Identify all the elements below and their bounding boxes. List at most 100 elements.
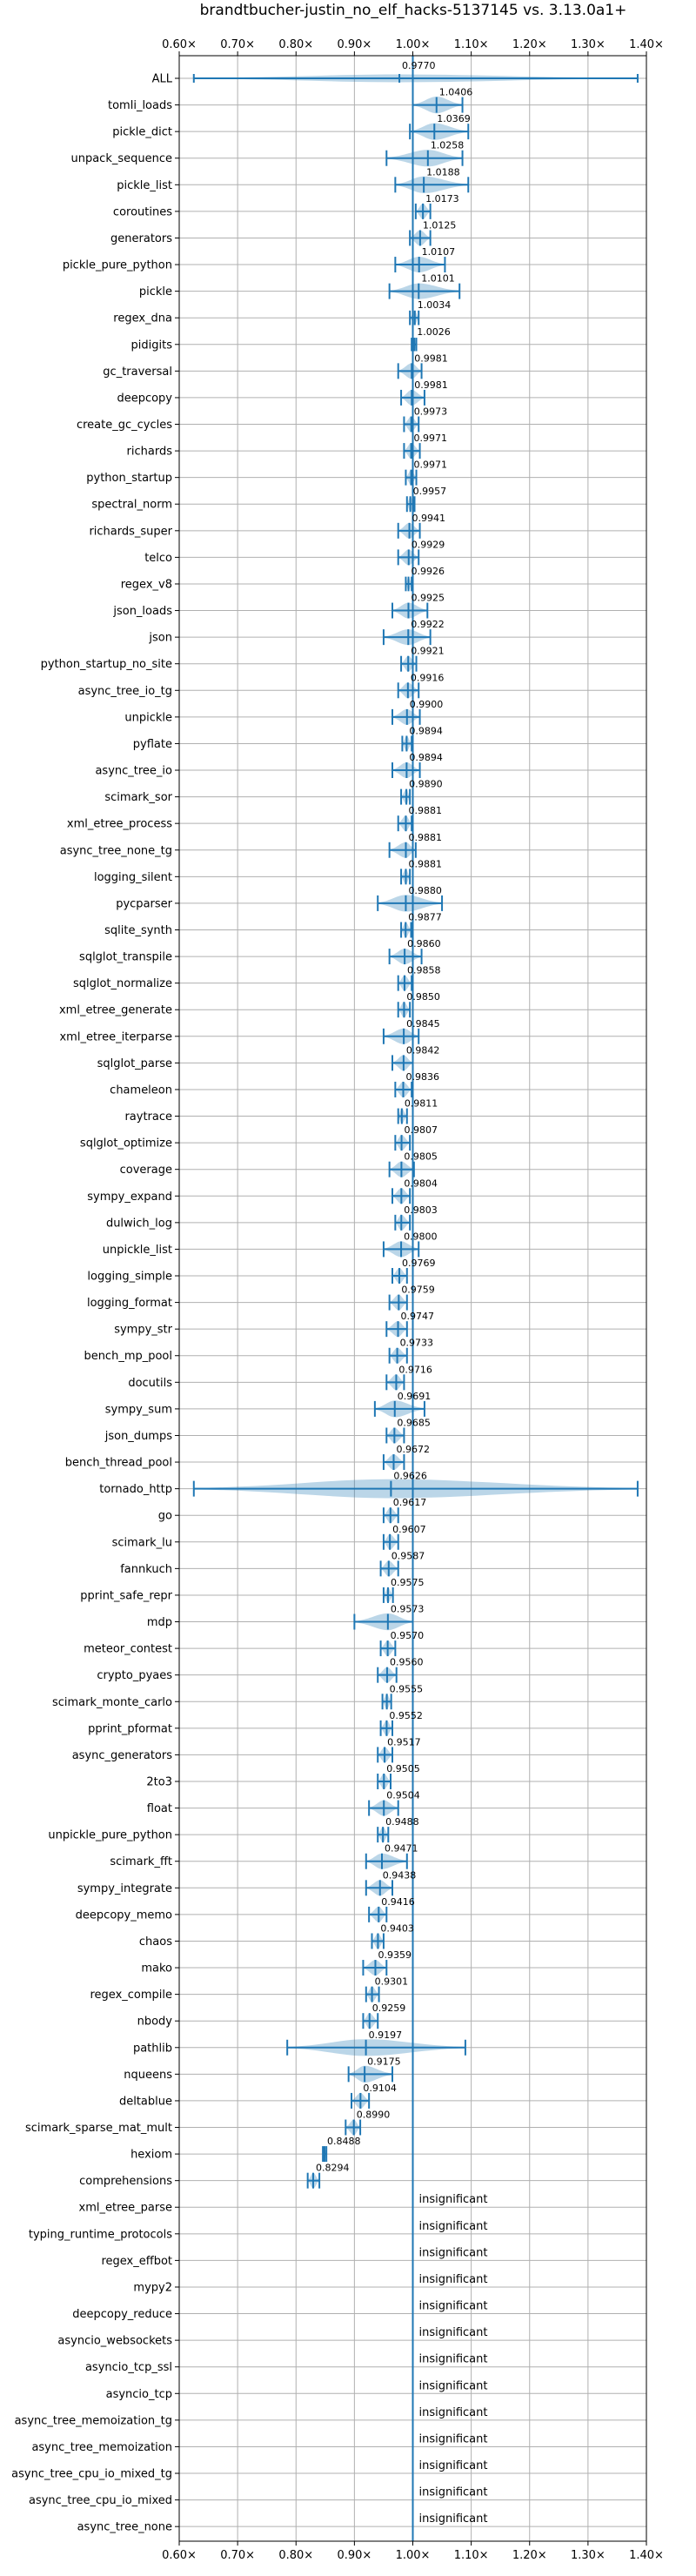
- value-label: 0.9104: [363, 2083, 397, 2094]
- value-label: 0.9957: [413, 486, 447, 497]
- x-tick-label-top: 0.70×: [220, 38, 255, 51]
- value-label: 0.9416: [381, 1896, 415, 1908]
- benchmark-label: deltablue: [119, 2095, 172, 2108]
- value-label: 0.9807: [405, 1124, 438, 1136]
- value-label: 0.9691: [398, 1391, 432, 1402]
- value-label: 0.9504: [386, 1790, 420, 1801]
- value-label: 0.9926: [412, 566, 445, 577]
- value-label: 0.9517: [387, 1736, 421, 1748]
- value-label: 0.9921: [411, 646, 445, 657]
- benchmark-label: nqueens: [124, 2069, 172, 2082]
- benchmark-label: comprehensions: [79, 2175, 172, 2188]
- x-tick-label-bottom: 1.20×: [512, 2549, 547, 2562]
- benchmark-label: sqlglot_normalize: [73, 977, 172, 990]
- value-label: 0.9505: [386, 1763, 420, 1774]
- x-tick-label-top: 1.10×: [454, 38, 489, 51]
- value-label: 1.0406: [439, 87, 473, 98]
- value-label: 0.9922: [411, 619, 445, 630]
- value-label: 0.9685: [397, 1417, 431, 1428]
- insignificant-label: insignificant: [419, 2459, 488, 2472]
- benchmark-label: sympy_expand: [87, 1191, 172, 1204]
- benchmark-label: pycparser: [116, 897, 172, 910]
- benchmark-label: raytrace: [124, 1110, 172, 1124]
- benchmark-label: regex_v8: [121, 578, 172, 591]
- benchmark-label: bench_mp_pool: [84, 1350, 172, 1363]
- benchmark-label: unpack_sequence: [70, 152, 172, 165]
- value-label: 1.0101: [421, 273, 455, 285]
- benchmark-label: docutils: [128, 1377, 172, 1390]
- benchmark-label: pprint_pformat: [88, 1722, 172, 1735]
- benchmark-label: coroutines: [113, 205, 172, 218]
- value-label: 0.9301: [375, 1976, 409, 1988]
- benchmark-label: typing_runtime_protocols: [29, 2228, 172, 2241]
- benchmark-label: regex_effbot: [101, 2255, 172, 2268]
- benchmark-label: tomli_loads: [108, 99, 172, 112]
- benchmark-label: sqlglot_parse: [97, 1057, 172, 1070]
- insignificant-label: insignificant: [419, 2432, 488, 2445]
- benchmark-label: sympy_integrate: [77, 1882, 172, 1895]
- value-label: 0.9858: [407, 965, 441, 976]
- value-label: 0.9747: [401, 1311, 435, 1322]
- insignificant-label: insignificant: [419, 2512, 488, 2526]
- x-tick-label-bottom: 1.00×: [396, 2549, 431, 2562]
- benchmark-label: sympy_sum: [105, 1403, 172, 1416]
- benchmark-label: async_tree_none: [77, 2521, 172, 2534]
- value-label: 1.0034: [418, 299, 451, 311]
- value-label: 0.9845: [406, 1018, 440, 1030]
- benchmark-label: python_startup_no_site: [41, 658, 172, 671]
- value-label: 0.9672: [396, 1444, 430, 1455]
- value-label: 0.9881: [409, 858, 443, 869]
- value-label: 0.9587: [392, 1550, 425, 1561]
- value-label: 0.9860: [407, 938, 441, 949]
- value-label: 0.9981: [414, 352, 447, 364]
- value-label: 0.9877: [408, 911, 442, 922]
- benchmark-label: async_tree_cpu_io_mixed_tg: [11, 2468, 172, 2481]
- benchmark-label: json_dumps: [104, 1430, 172, 1443]
- value-label: 0.9575: [391, 1577, 425, 1588]
- benchmark-label: async_tree_memoization_tg: [15, 2414, 172, 2427]
- value-label: 0.9805: [404, 1151, 438, 1163]
- value-label: 0.9570: [391, 1630, 425, 1641]
- benchmark-label: tornado_http: [99, 1483, 172, 1496]
- value-label: 1.0258: [431, 140, 465, 151]
- benchmark-label: unpickle_pure_python: [48, 1829, 172, 1842]
- value-label: 1.0369: [437, 113, 471, 124]
- value-label: 0.9359: [378, 1949, 412, 1961]
- benchmark-label: mypy2: [133, 2281, 172, 2294]
- benchmark-label: pickle_pure_python: [63, 259, 172, 272]
- benchmark-label: regex_dna: [113, 312, 172, 325]
- value-label: 0.9900: [410, 699, 444, 710]
- benchmark-label: pickle_list: [117, 179, 172, 192]
- insignificant-label: insignificant: [419, 2300, 488, 2313]
- chart-title: brandtbucher-justin_no_elf_hacks-5137145…: [200, 2, 627, 19]
- value-label: 0.8294: [316, 2163, 350, 2174]
- value-label: 0.9626: [393, 1471, 427, 1482]
- value-label: 0.9769: [402, 1258, 436, 1269]
- benchmark-label: telco: [144, 552, 172, 565]
- benchmark-label: spectral_norm: [91, 499, 172, 512]
- benchmark-label: unpickle: [124, 711, 172, 724]
- benchmark-label: pidigits: [131, 339, 173, 352]
- x-tick-label-top: 1.00×: [396, 38, 431, 51]
- benchmark-label: regex_compile: [90, 1989, 172, 2002]
- value-label: 0.9403: [380, 1922, 414, 1934]
- benchmark-label: nbody: [137, 2016, 173, 2029]
- value-label: 1.0188: [426, 166, 460, 178]
- value-label: 0.9971: [414, 460, 447, 471]
- value-label: 1.0173: [425, 193, 459, 205]
- value-label: 0.9971: [414, 433, 447, 444]
- benchmark-label: xml_etree_generate: [59, 1004, 172, 1017]
- benchmark-label: scimark_monte_carlo: [52, 1696, 172, 1709]
- value-label: 0.9881: [409, 805, 443, 816]
- value-label: 0.9197: [369, 2029, 403, 2041]
- value-label: 0.9890: [409, 779, 443, 790]
- value-label: 0.9894: [409, 725, 443, 736]
- value-label: 0.9981: [414, 379, 447, 391]
- benchmark-label: chaos: [139, 1935, 172, 1949]
- x-tick-label-bottom: 0.60×: [162, 2549, 197, 2562]
- benchmark-label: gc_traversal: [103, 366, 172, 379]
- x-tick-label-bottom: 0.70×: [220, 2549, 255, 2562]
- insignificant-label: insignificant: [419, 2220, 488, 2233]
- benchmark-label: deepcopy: [117, 392, 172, 405]
